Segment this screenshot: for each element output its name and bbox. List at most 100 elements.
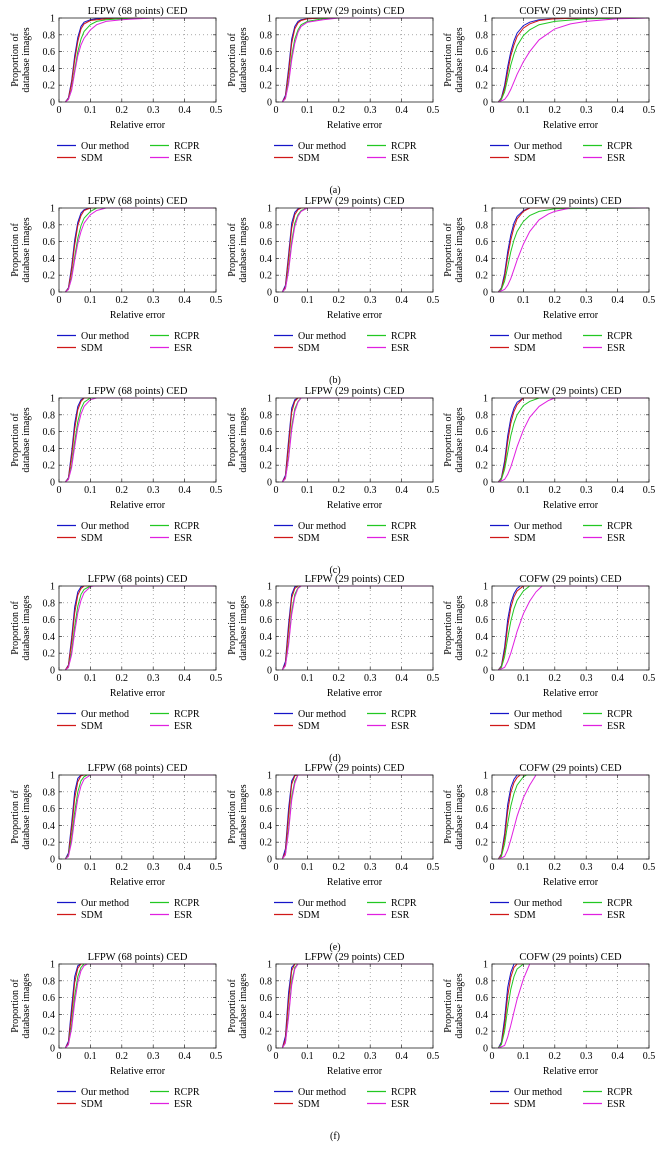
- plot-frame: [491, 585, 650, 671]
- x-tick-label: 0: [57, 1051, 62, 1062]
- y-tick-label: 0: [50, 855, 55, 866]
- y-tick-label: 0.6: [476, 993, 489, 1004]
- y-tick-label: 0.8: [43, 787, 56, 798]
- y-axis-label: Proportion ofdatabase images: [10, 217, 32, 282]
- y-axis-label-line1: Proportion of: [10, 33, 21, 87]
- x-axis-label: Relative error: [110, 688, 166, 699]
- x-tick-label: 0.1: [84, 105, 97, 116]
- x-axis-label: Relative error: [543, 310, 599, 321]
- y-tick-label: 1: [483, 960, 488, 971]
- chart-title: LFPW (68 points) CED: [88, 952, 188, 963]
- y-axis-label: Proportion ofdatabase images: [443, 27, 465, 92]
- figure-caption: (a): [329, 185, 340, 196]
- y-tick-label: 0.4: [260, 64, 273, 75]
- x-tick-label: 0.3: [364, 295, 377, 306]
- y-tick-label: 0.8: [260, 976, 273, 987]
- legend-label: RCPR: [391, 898, 417, 909]
- legend-label: ESR: [174, 1099, 193, 1110]
- figure-caption: (b): [329, 375, 341, 386]
- y-tick-label: 0: [267, 666, 272, 677]
- series-line-our-method: [497, 585, 649, 671]
- x-tick-label: 0.1: [517, 862, 530, 873]
- y-axis-label: Proportion ofdatabase images: [10, 784, 32, 849]
- x-tick-label: 0.3: [580, 105, 593, 116]
- y-tick-label: 0.2: [43, 81, 56, 92]
- legend-label: Our method: [81, 521, 129, 532]
- y-axis-label-line1: Proportion of: [443, 33, 454, 87]
- chart-title: LFPW (29 points) CED: [305, 952, 405, 963]
- series-line-esr: [281, 774, 433, 860]
- x-tick-label: 0.1: [84, 295, 97, 306]
- series-line-sdm: [64, 585, 216, 671]
- y-tick-label: 0: [50, 288, 55, 299]
- x-tick-label: 0.5: [643, 105, 656, 116]
- series-line-esr: [64, 963, 216, 1049]
- legend-label: RCPR: [174, 331, 200, 342]
- series-line-our-method: [281, 585, 433, 671]
- x-tick-label: 0.5: [210, 673, 223, 684]
- legend-label: ESR: [174, 910, 193, 921]
- y-tick-label: 0: [483, 98, 488, 109]
- x-tick-label: 0.1: [301, 673, 314, 684]
- x-tick-label: 0.1: [517, 673, 530, 684]
- y-tick-label: 0.8: [476, 220, 489, 231]
- x-axis-label: Relative error: [327, 120, 383, 131]
- y-tick-label: 0.8: [476, 598, 489, 609]
- y-tick-label: 0: [267, 98, 272, 109]
- chart-panel: COFW (29 points) CED 0 0.1 0.2 0.3 0.4 0.5 0 0.2…: [443, 763, 655, 921]
- y-axis-label-line1: Proportion of: [443, 790, 454, 844]
- series-line-sdm: [497, 397, 649, 483]
- legend-label: Our method: [298, 331, 346, 342]
- legend-label: ESR: [391, 910, 410, 921]
- chart-panel: COFW (29 points) CED 0 0.1 0.2 0.3 0.4 0.5 0 0.2…: [443, 952, 655, 1110]
- y-axis-label-line1: Proportion of: [227, 790, 238, 844]
- series-line-sdm: [497, 774, 649, 860]
- series-line-esr: [281, 963, 433, 1049]
- y-tick-label: 1: [267, 204, 272, 215]
- y-axis-label-line2: database images: [238, 784, 249, 849]
- y-axis-label: Proportion ofdatabase images: [10, 407, 32, 472]
- series-line-rcpr: [64, 207, 216, 293]
- x-tick-label: 0.2: [116, 295, 129, 306]
- y-tick-label: 0.2: [260, 838, 273, 849]
- series-line-esr: [64, 17, 216, 103]
- legend-label: SDM: [298, 910, 320, 921]
- legend-label: Our method: [514, 331, 562, 342]
- series-line-sdm: [64, 963, 216, 1049]
- series-line-rcpr: [281, 207, 433, 293]
- figure-caption: (f): [330, 1131, 340, 1142]
- y-tick-label: 0.4: [476, 821, 489, 832]
- x-tick-label: 0.1: [517, 1051, 530, 1062]
- y-tick-label: 0.8: [43, 598, 56, 609]
- y-tick-label: 0: [483, 666, 488, 677]
- figure-row: LFPW (68 points) CED 0 0.1 0.2 0.3 0.4 0.5 0 0.2…: [10, 6, 655, 196]
- x-tick-label: 0: [274, 485, 279, 496]
- series-line-rcpr: [497, 207, 650, 293]
- y-axis-label: Proportion ofdatabase images: [227, 595, 249, 660]
- legend-label: ESR: [391, 533, 410, 544]
- x-tick-label: 0.1: [84, 673, 97, 684]
- series-line-esr: [498, 585, 649, 671]
- x-tick-label: 0: [274, 673, 279, 684]
- chart-panel: LFPW (29 points) CED 0 0.1 0.2 0.3 0.4 0.5 0 0.2…: [227, 574, 439, 732]
- y-axis-label-line2: database images: [238, 595, 249, 660]
- y-tick-label: 0.6: [476, 237, 489, 248]
- y-tick-label: 1: [267, 582, 272, 593]
- series-line-sdm: [281, 207, 433, 293]
- series-line-esr: [64, 774, 216, 860]
- chart-title: COFW (29 points) CED: [519, 6, 622, 17]
- y-tick-label: 1: [483, 771, 488, 782]
- legend-label: ESR: [607, 533, 626, 544]
- y-tick-label: 0.6: [260, 804, 273, 815]
- x-tick-label: 0: [274, 105, 279, 116]
- chart-panel: LFPW (68 points) CED 0 0.1 0.2 0.3 0.4 0.5 0 0.2…: [10, 6, 222, 164]
- y-tick-label: 0.4: [476, 1010, 489, 1021]
- legend-label: SDM: [81, 910, 103, 921]
- chart-panel: LFPW (29 points) CED 0 0.1 0.2 0.3 0.4 0.5 0 0.2…: [227, 386, 439, 544]
- chart-panel: COFW (29 points) CED 0 0.1 0.2 0.3 0.4 0.5 0 0.2…: [443, 574, 655, 732]
